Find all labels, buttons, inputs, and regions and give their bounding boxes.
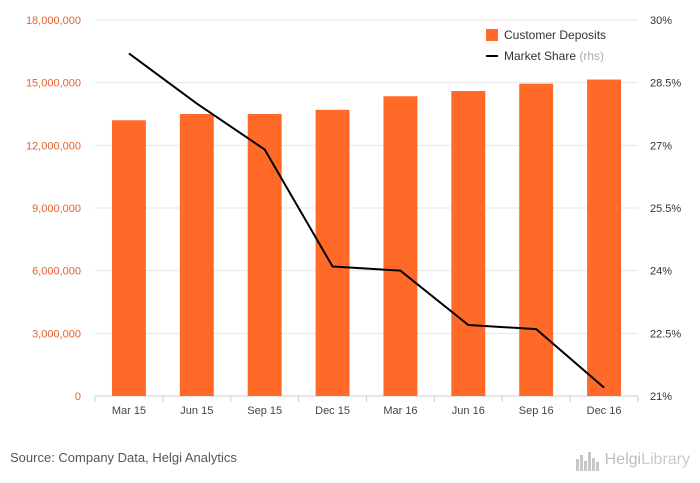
- y-right-tick-label: 21%: [650, 391, 672, 403]
- x-tick-label: Mar 15: [112, 405, 146, 417]
- x-tick-label: Dec 16: [587, 405, 622, 417]
- x-tick-label: Jun 15: [180, 405, 213, 417]
- legend-label-line-name: Market Share: [504, 49, 579, 63]
- legend-swatch-bar: [486, 29, 498, 41]
- brand-name: HelgiLibrary: [605, 451, 690, 469]
- brand-logo: HelgiLibrary: [575, 448, 690, 472]
- bar: [315, 109, 350, 397]
- chart-svg: 0 3,000,000 6,000,000 9,000,000 12,000,000 15…: [26, 15, 681, 417]
- y-right-tick-label: 25.5%: [650, 203, 681, 215]
- y-left-tick-label: 3,000,000: [32, 328, 81, 340]
- brand-name-part1: Helgi: [604, 451, 642, 468]
- y-right-tick-label: 27%: [650, 140, 672, 152]
- x-tick-label: Mar 16: [383, 405, 417, 417]
- legend-label-bar: Customer Deposits: [504, 28, 606, 42]
- legend-label-line: Market Share (rhs): [504, 49, 604, 63]
- y-left-tick-label: 6,000,000: [32, 266, 81, 278]
- y-right-tick-label: 30%: [650, 15, 672, 27]
- source-note: Source: Company Data, Helgi Analytics: [10, 450, 237, 465]
- y-right-tick-label: 22.5%: [650, 328, 681, 340]
- y-left-tick-label: 12,000,000: [26, 140, 81, 152]
- x-tick-label: Sep 16: [519, 405, 554, 417]
- legend-label-line-suffix: (rhs): [579, 49, 604, 63]
- bar: [111, 120, 146, 397]
- y-right-tick-label: 24%: [650, 266, 672, 278]
- bar: [179, 114, 214, 396]
- bar: [587, 79, 622, 397]
- brand-name-part2: Library: [641, 451, 690, 468]
- bar: [383, 96, 418, 396]
- x-tick-label: Dec 15: [315, 405, 350, 417]
- x-tick-label: Jun 16: [452, 405, 485, 417]
- bar: [519, 83, 554, 396]
- y-left-tick-label: 15,000,000: [26, 78, 81, 90]
- bar: [247, 114, 282, 396]
- y-left-tick-label: 0: [75, 391, 81, 403]
- y-right-tick-label: 28.5%: [650, 78, 681, 90]
- series-line: [128, 52, 605, 389]
- x-tick-label: Sep 15: [247, 405, 282, 417]
- city-skyline-icon: [575, 452, 599, 471]
- y-left-tick-label: 9,000,000: [32, 203, 81, 215]
- y-left-tick-label: 18,000,000: [26, 15, 81, 27]
- bar: [451, 91, 486, 397]
- chart-area: 0 3,000,000 6,000,000 9,000,000 12,000,000 15…: [26, 15, 681, 417]
